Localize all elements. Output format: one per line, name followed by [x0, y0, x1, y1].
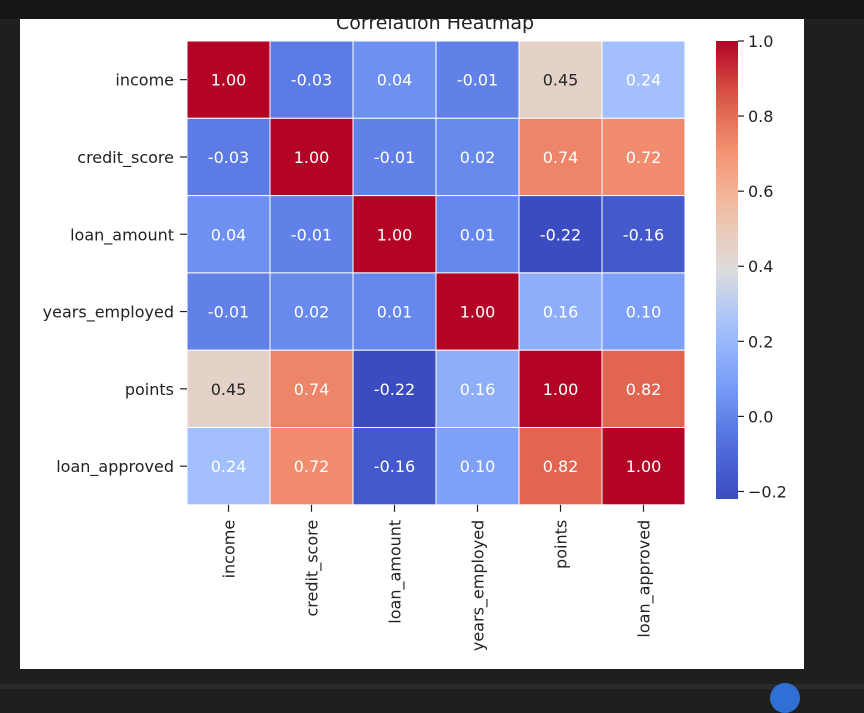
colorbar-tick-label: −0.2: [748, 482, 787, 501]
heatmap-cell: [435, 117, 520, 197]
cell-value-label: 0.45: [211, 380, 247, 399]
cell-annotations: 1.00 -0.03 0.04 -0.01 0.45 0.24 -0.03 1.00 -0.01…: [208, 71, 664, 476]
heatmap-cell: [601, 117, 686, 197]
cell-value-label: 0.74: [543, 148, 579, 167]
window-top-bar: [0, 0, 864, 19]
heatmap-cell: [601, 195, 686, 274]
cell-value-label: 1.00: [211, 71, 247, 90]
heatmap-cell: [186, 40, 271, 119]
cell-value-label: -0.03: [208, 148, 249, 167]
cell-value-label: 0.16: [543, 303, 579, 322]
heatmap-cell: [601, 427, 686, 506]
cell-value-label: 0.01: [460, 225, 496, 244]
heatmap-cell: [518, 40, 603, 119]
cell-value-label: 1.00: [543, 380, 579, 399]
row-tick-label: years_employed: [43, 303, 174, 323]
corner-indicator: [770, 683, 800, 713]
cell-value-label: 0.82: [626, 380, 662, 399]
heatmap-cell: [518, 195, 603, 274]
cell-value-label: 0.45: [543, 71, 579, 90]
heatmap-cell: [435, 272, 520, 351]
column-tick-label: years_employed: [469, 520, 489, 651]
cell-value-label: 1.00: [294, 148, 330, 167]
cell-value-label: 0.02: [294, 303, 330, 322]
cell-value-label: -0.01: [208, 303, 249, 322]
colorbar: [716, 41, 738, 499]
row-tick-label: credit_score: [77, 148, 174, 168]
heatmap-cell: [435, 195, 520, 274]
column-labels: income credit_score loan_amount years_emplo…: [220, 504, 655, 651]
heatmap-cell: [186, 349, 271, 429]
heatmap-cell: [601, 349, 686, 429]
heatmap-cell: [352, 272, 437, 351]
heatmap-cell: [186, 272, 271, 351]
heatmap-cell: [435, 40, 520, 119]
cell-value-label: -0.01: [457, 71, 498, 90]
heatmap-cell: [518, 427, 603, 506]
cell-value-label: 0.04: [211, 225, 247, 244]
cell-value-label: 0.01: [377, 303, 413, 322]
heatmap-cell: [269, 40, 354, 119]
cell-value-label: 0.72: [294, 457, 330, 476]
chart-title: Correlation Heatmap: [336, 19, 534, 34]
cell-value-label: -0.16: [374, 457, 415, 476]
cell-value-label: 1.00: [377, 225, 413, 244]
heatmap-cells: [186, 40, 686, 506]
column-tick-label: credit_score: [303, 520, 323, 617]
cell-value-label: 0.04: [377, 71, 413, 90]
row-tick-label: points: [125, 380, 174, 399]
cell-value-label: -0.22: [540, 225, 581, 244]
cell-value-label: 0.74: [294, 380, 330, 399]
column-tick-label: loan_approved: [635, 520, 655, 638]
heatmap-cell: [186, 195, 271, 274]
figure-canvas: Correlation Heatmap 1.00 -0.03 0.04 -0.01 0.…: [20, 12, 804, 669]
heatmap-cell: [352, 349, 437, 429]
cell-value-label: 0.16: [460, 380, 496, 399]
heatmap-cell: [435, 349, 520, 429]
cell-value-label: -0.22: [374, 380, 415, 399]
cell-value-label: -0.03: [291, 71, 332, 90]
row-labels: income credit_score loan_amount years_emplo…: [43, 71, 187, 477]
cell-value-label: -0.01: [374, 148, 415, 167]
row-tick-label: loan_approved: [56, 457, 174, 477]
colorbar-tick-label: 0.4: [748, 257, 773, 276]
heatmap-cell: [601, 40, 686, 119]
row-tick-label: loan_amount: [70, 225, 174, 245]
colorbar-tick-label: 0.0: [748, 407, 773, 426]
colorbar-tick-label: 0.2: [748, 332, 773, 351]
heatmap-cell: [269, 272, 354, 351]
cell-value-label: 0.72: [626, 148, 662, 167]
heatmap-cell: [352, 40, 437, 119]
colorbar-tick-label: 0.8: [748, 107, 773, 126]
heatmap-cell: [269, 117, 354, 197]
cell-value-label: -0.16: [623, 225, 664, 244]
heatmap-cell: [601, 272, 686, 351]
cell-value-label: 0.24: [626, 71, 662, 90]
row-tick-label: income: [115, 71, 174, 90]
heatmap-cell: [518, 349, 603, 429]
cell-value-label: 0.82: [543, 457, 579, 476]
heatmap-cell: [186, 427, 271, 506]
cell-value-label: 1.00: [626, 457, 662, 476]
cell-value-label: 0.10: [460, 457, 496, 476]
cell-value-label: 0.24: [211, 457, 247, 476]
column-tick-label: loan_amount: [386, 520, 406, 624]
cell-value-label: -0.01: [291, 225, 332, 244]
cell-value-label: 0.02: [460, 148, 496, 167]
window-bottom-strip: [0, 684, 864, 689]
heatmap-chart: Correlation Heatmap 1.00 -0.03 0.04 -0.01 0.…: [43, 12, 787, 651]
cell-value-label: 0.10: [626, 303, 662, 322]
column-tick-label: income: [220, 520, 239, 579]
cell-value-label: 1.00: [460, 303, 496, 322]
column-tick-label: points: [552, 520, 571, 569]
colorbar-tick-label: 1.0: [748, 32, 773, 51]
heatmap-cell: [269, 195, 354, 274]
colorbar-tick-label: 0.6: [748, 182, 773, 201]
heatmap-cell: [518, 272, 603, 351]
colorbar-ticks: 1.0 0.8 0.6 0.4 0.2 0.0 −0.2: [738, 32, 787, 501]
